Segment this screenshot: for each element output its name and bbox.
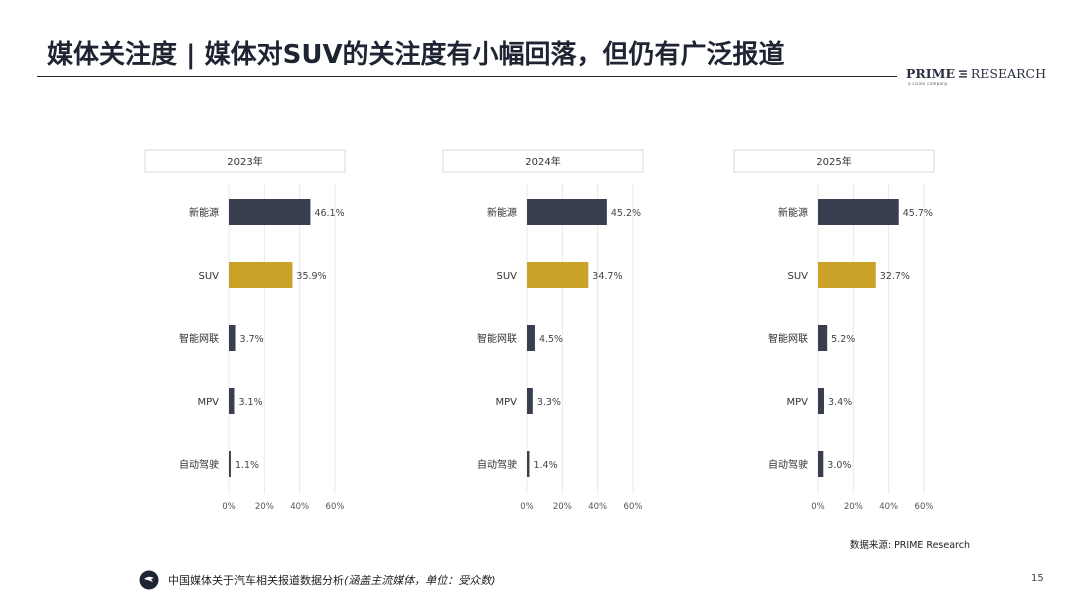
data-label: 1.1% — [235, 460, 259, 471]
data-label: 45.2% — [611, 208, 641, 219]
x-tick-label: 40% — [588, 502, 607, 512]
category-label: 新能源 — [189, 206, 219, 219]
bar — [818, 262, 876, 288]
category-label: 智能网联 — [768, 332, 808, 345]
data-label: 3.4% — [828, 397, 852, 408]
data-label: 4.5% — [539, 334, 563, 345]
bar — [229, 262, 293, 288]
bar — [818, 451, 824, 477]
data-label: 35.9% — [296, 271, 326, 282]
bar-charts: 2023年 0% 20% 40% 60% 新能源 46.1% SUV 35.9% 智能网联 3.7%… — [144, 149, 935, 512]
bar — [527, 262, 589, 288]
footer-main-text: 中国媒体关于汽车相关报道数据分析 — [168, 574, 344, 587]
data-source: 数据来源: PRIME Research — [849, 540, 970, 551]
bar — [818, 388, 825, 414]
x-tick-label: 60% — [624, 502, 643, 512]
x-tick-label: 20% — [255, 502, 274, 512]
chart-title: 2025年 — [816, 155, 851, 168]
bar — [229, 451, 231, 477]
category-label: 新能源 — [487, 206, 517, 219]
category-label: 新能源 — [778, 206, 808, 219]
category-label: MPV — [198, 397, 220, 408]
x-tick-label: 20% — [844, 502, 863, 512]
logo-tagline: a cision company — [908, 81, 948, 86]
data-label: 5.2% — [831, 334, 855, 345]
x-tick-label: 20% — [553, 502, 572, 512]
bar — [527, 199, 607, 225]
category-label: SUV — [496, 271, 517, 282]
footer-note: 中国媒体关于汽车相关报道数据分析(涵盖主流媒体，单位：受众数) — [168, 572, 496, 588]
x-tick-label: 60% — [326, 502, 345, 512]
x-tick-label: 40% — [290, 502, 309, 512]
chart-title: 2023年 — [227, 155, 262, 168]
logo-mark-icon — [959, 69, 967, 78]
category-label: 自动驾驶 — [179, 458, 219, 471]
data-label: 32.7% — [880, 271, 910, 282]
x-tick-label: 0% — [222, 502, 236, 512]
title-divider — [37, 76, 897, 77]
chat-bubble-icon — [139, 570, 159, 590]
bar — [527, 451, 530, 477]
page-title: 媒体关注度 | 媒体对SUV的关注度有小幅回落，但仍有广泛报道 — [47, 40, 785, 70]
category-label: MPV — [496, 397, 518, 408]
bar — [229, 388, 235, 414]
prime-research-logo: PRIME RESEARCH a cision company — [906, 66, 1046, 88]
data-label: 3.3% — [537, 397, 561, 408]
bar — [229, 325, 236, 351]
x-tick-label: 0% — [811, 502, 825, 512]
chart-title-box — [144, 149, 346, 173]
data-label: 3.0% — [827, 460, 851, 471]
chart-title: 2024年 — [525, 155, 560, 168]
x-tick-label: 60% — [915, 502, 934, 512]
bar — [818, 325, 828, 351]
data-label: 3.1% — [238, 397, 262, 408]
bar — [818, 199, 899, 225]
data-label: 45.7% — [903, 208, 933, 219]
data-label: 1.4% — [533, 460, 557, 471]
data-label: 3.7% — [240, 334, 264, 345]
bar — [527, 325, 535, 351]
chart-title-box — [733, 149, 935, 173]
data-label: 34.7% — [592, 271, 622, 282]
logo-brand-regular: RESEARCH — [970, 66, 1046, 81]
category-label: 自动驾驶 — [477, 458, 517, 471]
logo-brand-bold: PRIME — [906, 66, 955, 81]
page-number: 15 — [1031, 573, 1044, 584]
footer-italic-note: (涵盖主流媒体，单位：受众数) — [344, 574, 496, 587]
bar — [527, 388, 533, 414]
chart-title-box — [442, 149, 644, 173]
category-label: 智能网联 — [179, 332, 219, 345]
category-label: 智能网联 — [477, 332, 517, 345]
category-label: SUV — [198, 271, 219, 282]
data-label: 46.1% — [314, 208, 344, 219]
x-tick-label: 0% — [520, 502, 534, 512]
bar — [229, 199, 311, 225]
category-label: 自动驾驶 — [768, 458, 808, 471]
category-label: SUV — [787, 271, 808, 282]
category-label: MPV — [787, 397, 809, 408]
x-tick-label: 40% — [879, 502, 898, 512]
